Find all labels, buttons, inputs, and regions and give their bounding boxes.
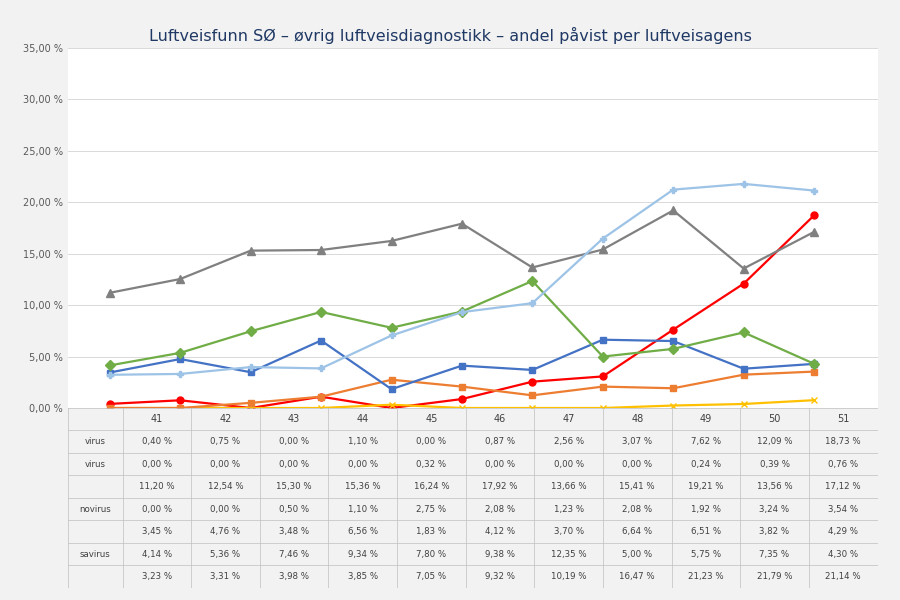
Text: 7,46 %: 7,46 % <box>279 550 310 559</box>
Text: 7,62 %: 7,62 % <box>691 437 721 446</box>
Text: 0,39 %: 0,39 % <box>760 460 789 469</box>
Text: 4,76 %: 4,76 % <box>211 527 240 536</box>
Text: 3,85 %: 3,85 % <box>347 572 378 581</box>
Text: 4,29 %: 4,29 % <box>828 527 859 536</box>
Text: 9,34 %: 9,34 % <box>347 550 378 559</box>
Text: 2,56 %: 2,56 % <box>554 437 584 446</box>
Text: 50: 50 <box>769 414 780 424</box>
Text: 42: 42 <box>220 414 231 424</box>
Text: 51: 51 <box>837 414 850 424</box>
Text: 0,24 %: 0,24 % <box>691 460 721 469</box>
Text: 0,00 %: 0,00 % <box>417 437 446 446</box>
Text: 0,00 %: 0,00 % <box>554 460 584 469</box>
Text: 18,73 %: 18,73 % <box>825 437 861 446</box>
Text: 6,64 %: 6,64 % <box>622 527 652 536</box>
Text: 1,23 %: 1,23 % <box>554 505 584 514</box>
Text: 1,92 %: 1,92 % <box>691 505 721 514</box>
Text: 0,00 %: 0,00 % <box>485 460 515 469</box>
Text: 15,36 %: 15,36 % <box>345 482 381 491</box>
Text: 0,40 %: 0,40 % <box>142 437 172 446</box>
Text: 0,00 %: 0,00 % <box>142 460 172 469</box>
Text: 3,23 %: 3,23 % <box>142 572 172 581</box>
Text: 21,79 %: 21,79 % <box>757 572 792 581</box>
Text: 17,92 %: 17,92 % <box>482 482 518 491</box>
Text: 5,00 %: 5,00 % <box>622 550 652 559</box>
Text: 19,21 %: 19,21 % <box>688 482 724 491</box>
Text: 0,00 %: 0,00 % <box>279 437 310 446</box>
Text: 16,24 %: 16,24 % <box>414 482 449 491</box>
Text: 0,87 %: 0,87 % <box>485 437 515 446</box>
Text: 2,08 %: 2,08 % <box>622 505 652 514</box>
Text: 15,30 %: 15,30 % <box>276 482 312 491</box>
Text: 4,30 %: 4,30 % <box>828 550 859 559</box>
Text: 41: 41 <box>151 414 163 424</box>
Text: 6,56 %: 6,56 % <box>347 527 378 536</box>
Text: 49: 49 <box>700 414 712 424</box>
Text: 0,75 %: 0,75 % <box>211 437 240 446</box>
Text: 0,00 %: 0,00 % <box>347 460 378 469</box>
Text: 1,83 %: 1,83 % <box>417 527 446 536</box>
Text: 13,66 %: 13,66 % <box>551 482 587 491</box>
Text: 2,08 %: 2,08 % <box>485 505 515 514</box>
Text: 3,98 %: 3,98 % <box>279 572 310 581</box>
Text: 4,14 %: 4,14 % <box>142 550 172 559</box>
Text: 46: 46 <box>494 414 506 424</box>
Text: 45: 45 <box>425 414 437 424</box>
Text: 2,75 %: 2,75 % <box>417 505 446 514</box>
Text: 21,23 %: 21,23 % <box>688 572 724 581</box>
Text: 3,45 %: 3,45 % <box>142 527 172 536</box>
Text: 0,50 %: 0,50 % <box>279 505 310 514</box>
Text: 0,00 %: 0,00 % <box>622 460 652 469</box>
Text: 0,76 %: 0,76 % <box>828 460 859 469</box>
Text: 3,07 %: 3,07 % <box>622 437 652 446</box>
Text: Luftveisfunn SØ – øvrig luftveisdiagnostikk – andel påvist per luftveisagens: Luftveisfunn SØ – øvrig luftveisdiagnost… <box>148 27 751 44</box>
Text: 0,32 %: 0,32 % <box>417 460 446 469</box>
Text: 0,00 %: 0,00 % <box>211 460 240 469</box>
Text: 12,54 %: 12,54 % <box>208 482 243 491</box>
Text: 9,32 %: 9,32 % <box>485 572 515 581</box>
Text: 0,00 %: 0,00 % <box>211 505 240 514</box>
Text: 10,19 %: 10,19 % <box>551 572 587 581</box>
Text: virus: virus <box>85 460 105 469</box>
Text: 13,56 %: 13,56 % <box>757 482 792 491</box>
Text: 48: 48 <box>631 414 644 424</box>
Text: 44: 44 <box>356 414 369 424</box>
Text: 3,54 %: 3,54 % <box>828 505 859 514</box>
Text: 11,20 %: 11,20 % <box>140 482 175 491</box>
Text: 12,09 %: 12,09 % <box>757 437 792 446</box>
Text: savirus: savirus <box>80 550 111 559</box>
Text: 3,48 %: 3,48 % <box>279 527 310 536</box>
Text: 7,35 %: 7,35 % <box>760 550 789 559</box>
Text: 7,05 %: 7,05 % <box>417 572 446 581</box>
Text: 21,14 %: 21,14 % <box>825 572 861 581</box>
Text: 47: 47 <box>562 414 575 424</box>
Text: 6,51 %: 6,51 % <box>691 527 721 536</box>
Text: 4,12 %: 4,12 % <box>485 527 515 536</box>
Text: 15,41 %: 15,41 % <box>619 482 655 491</box>
Text: 17,12 %: 17,12 % <box>825 482 861 491</box>
Text: 1,10 %: 1,10 % <box>347 505 378 514</box>
Text: 0,00 %: 0,00 % <box>279 460 310 469</box>
Text: 3,82 %: 3,82 % <box>760 527 789 536</box>
Text: 7,80 %: 7,80 % <box>417 550 446 559</box>
Text: novirus: novirus <box>79 505 111 514</box>
Text: 1,10 %: 1,10 % <box>347 437 378 446</box>
Text: 0,00 %: 0,00 % <box>142 505 172 514</box>
Text: 5,36 %: 5,36 % <box>211 550 240 559</box>
Text: 3,70 %: 3,70 % <box>554 527 584 536</box>
Text: 43: 43 <box>288 414 301 424</box>
Text: 5,75 %: 5,75 % <box>691 550 721 559</box>
Text: 16,47 %: 16,47 % <box>619 572 655 581</box>
Text: 3,24 %: 3,24 % <box>760 505 789 514</box>
Text: 3,31 %: 3,31 % <box>211 572 240 581</box>
Text: 12,35 %: 12,35 % <box>551 550 587 559</box>
Text: virus: virus <box>85 437 105 446</box>
Text: 9,38 %: 9,38 % <box>485 550 515 559</box>
